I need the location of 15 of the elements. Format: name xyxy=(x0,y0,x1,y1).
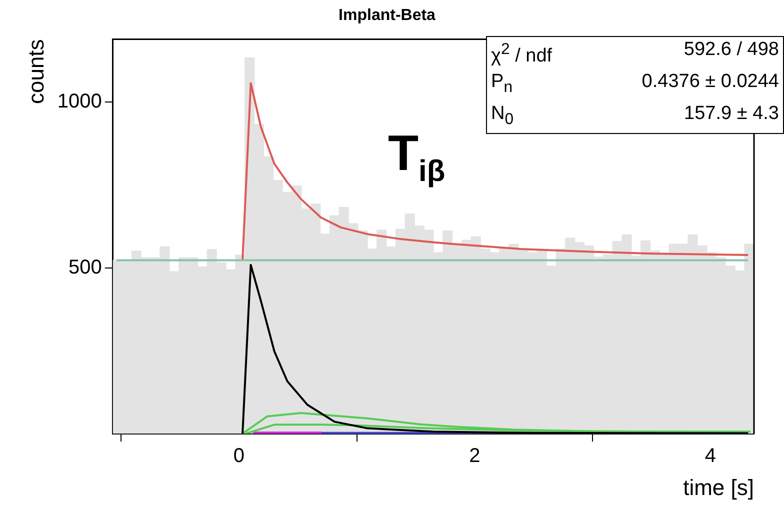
annotation: 592.6 / 498 xyxy=(682,38,779,62)
annotation: 0.4376 ± 0.0244 xyxy=(640,70,779,94)
annotation: χ$^{2}$ / ndf xyxy=(491,40,554,68)
annotation: 157.9 ± 4.3 xyxy=(683,102,779,126)
annotation: N$_{0}$ xyxy=(491,102,515,130)
x-tick-label: 4 xyxy=(704,445,716,468)
y-tick-label: 1000 xyxy=(57,90,102,113)
annotation: T$_{iβ}$ xyxy=(388,125,446,188)
y-tick-label: 500 xyxy=(68,256,102,278)
x-tick-label: 0 xyxy=(233,445,245,468)
x-axis-title: time [s] xyxy=(683,474,754,500)
y-axis-title: counts xyxy=(23,39,48,104)
x-tick-label: 2 xyxy=(469,445,480,468)
chart-title: Implant-Beta xyxy=(338,7,436,24)
annotation: P$_{n}$ xyxy=(491,70,514,98)
